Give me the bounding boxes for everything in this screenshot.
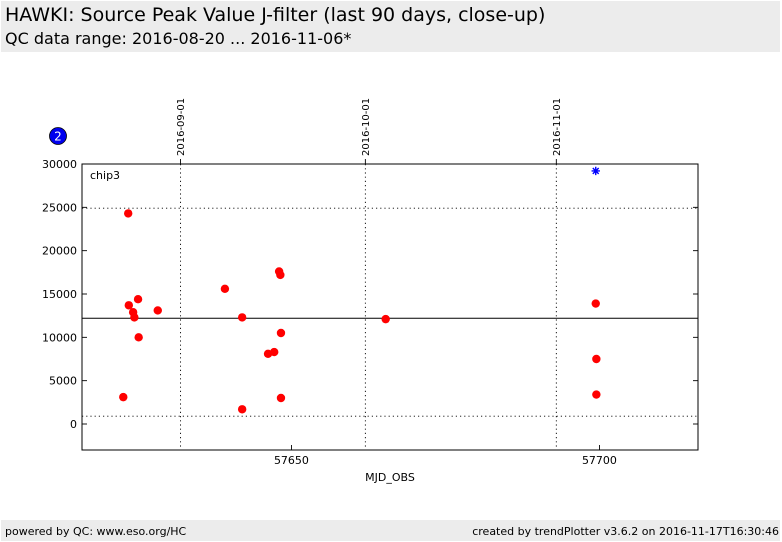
date-tick-label: 2016-11-01 [552, 98, 563, 156]
data-point [124, 301, 134, 310]
y-tick-label: 10000 [42, 331, 77, 344]
badge-circle [49, 127, 67, 145]
x-tick-label: 57700 [582, 454, 617, 467]
plot-frame [81, 163, 699, 451]
panel-label: chip3 [90, 169, 120, 182]
y-tick-label: 25000 [42, 201, 77, 214]
header-bar: HAWKI: Source Peak Value J-filter (last … [1, 1, 780, 52]
data-point [592, 354, 601, 364]
y-tick-label: 0 [70, 418, 77, 431]
date-tick-label: 2016-09-01 [176, 98, 187, 156]
y-tick-label: 5000 [49, 375, 77, 388]
x-tick-label: 57650 [274, 454, 309, 467]
page-subtitle: QC data range: 2016-08-20 ... 2016-11-06… [5, 29, 352, 48]
y-tick-label: 30000 [42, 158, 77, 171]
data-point [237, 313, 247, 322]
plot-area: 2016-09-01 2016-10-01 2016-11-01 0 5000 10000… [42, 98, 699, 484]
data-point [130, 313, 139, 322]
data-point [133, 295, 143, 304]
badge-label: 2 [54, 130, 62, 144]
data-point [134, 333, 143, 342]
data-point [276, 270, 285, 280]
page-title: HAWKI: Source Peak Value J-filter (last … [5, 4, 546, 26]
footer-credit: powered by QC: www.eso.org/HC [5, 525, 187, 538]
data-point [220, 284, 230, 293]
data-point [276, 393, 286, 403]
data-point [119, 392, 128, 402]
data-point [124, 209, 133, 218]
data-point [237, 405, 247, 414]
y-tick-label: 15000 [42, 288, 77, 301]
footer-generator: created by trendPlotter v3.6.2 on 2016-1… [472, 525, 779, 538]
data-point [276, 328, 286, 338]
y-tick-label: 20000 [42, 245, 77, 258]
data-point [381, 314, 390, 324]
data-point [269, 347, 279, 357]
data-point [153, 306, 162, 315]
date-tick-label: 2016-10-01 [361, 98, 372, 156]
latest-data-point [591, 166, 600, 176]
footer-bar: powered by QC: www.eso.org/HC created by… [1, 520, 780, 541]
x-axis-label: MJD_OBS [365, 471, 415, 484]
plot-number-badge: 2 [49, 127, 67, 145]
data-point [592, 390, 601, 399]
data-point [591, 299, 600, 308]
